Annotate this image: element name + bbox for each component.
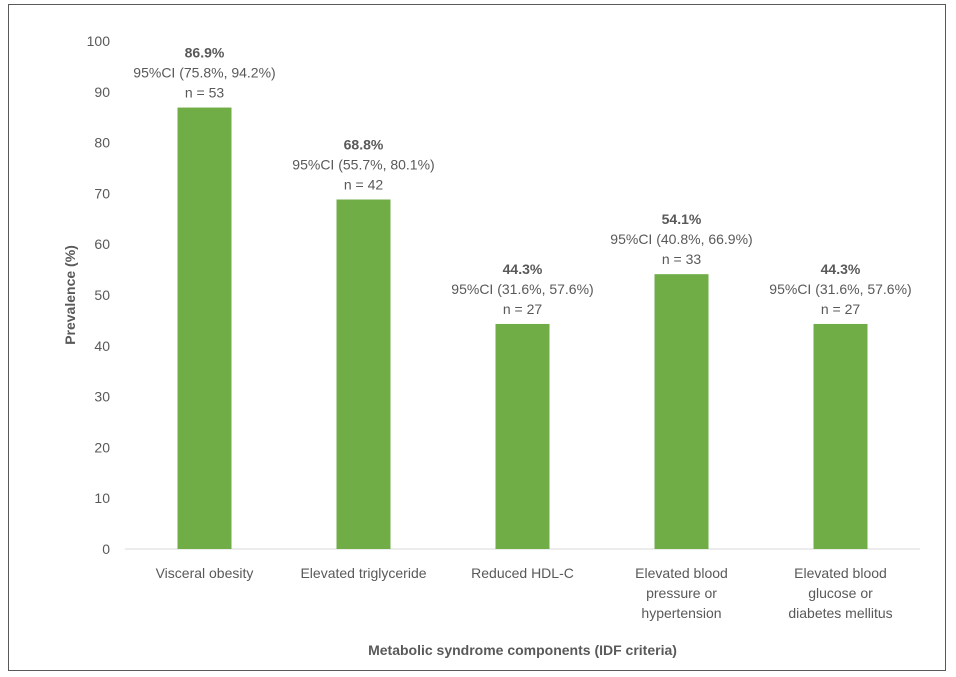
bar xyxy=(813,323,868,549)
bars xyxy=(177,107,868,549)
x-tick-label: Elevated blood xyxy=(794,565,887,581)
x-axis-title: Metabolic syndrome components (IDF crite… xyxy=(368,642,677,658)
data-label-n: n = 33 xyxy=(662,251,702,267)
y-tick-label: 20 xyxy=(94,439,110,455)
y-tick-label: 90 xyxy=(94,84,110,100)
y-tick-label: 40 xyxy=(94,338,110,354)
x-tick-label: Elevated blood xyxy=(635,565,728,581)
data-label-n: n = 27 xyxy=(821,301,861,317)
data-label-percent: 54.1% xyxy=(662,211,702,227)
x-axis-category-labels: Visceral obesity Elevated triglyceride Red… xyxy=(156,565,893,621)
x-tick-label: diabetes mellitus xyxy=(788,605,892,621)
data-label-percent: 44.3% xyxy=(503,261,543,277)
x-tick-label: Reduced HDL-C xyxy=(471,565,574,581)
y-tick-label: 50 xyxy=(94,287,110,303)
y-tick-label: 30 xyxy=(94,389,110,405)
x-tick-label: Elevated triglyceride xyxy=(300,565,426,581)
chart-frame xyxy=(8,4,946,671)
data-label-ci: 95%CI (31.6%, 57.6%) xyxy=(769,281,911,297)
y-tick-label: 100 xyxy=(87,33,111,49)
bar xyxy=(654,274,709,549)
data-label-percent: 68.8% xyxy=(344,136,384,152)
data-label-n: n = 53 xyxy=(185,85,225,101)
data-labels: 86.9% 95%CI (75.8%, 94.2%) n = 53 68.8% 95%C… xyxy=(133,45,911,317)
data-label-ci: 95%CI (40.8%, 66.9%) xyxy=(610,231,752,247)
y-tick-label: 70 xyxy=(94,185,110,201)
data-label-n: n = 42 xyxy=(344,176,384,192)
y-tick-label: 10 xyxy=(94,490,110,506)
data-label-n: n = 27 xyxy=(503,301,543,317)
x-tick-label: hypertension xyxy=(641,605,721,621)
data-label-ci: 95%CI (55.7%, 80.1%) xyxy=(292,156,434,172)
bar xyxy=(495,323,550,549)
y-tick-label: 0 xyxy=(102,541,110,557)
bar xyxy=(177,107,232,549)
data-label-percent: 44.3% xyxy=(821,261,861,277)
bar xyxy=(336,199,391,549)
x-tick-label: glucose or xyxy=(808,585,873,601)
y-axis-ticks: 0 10 20 30 40 50 60 70 80 90 100 xyxy=(87,33,111,557)
x-tick-label: Visceral obesity xyxy=(156,565,254,581)
data-label-ci: 95%CI (75.8%, 94.2%) xyxy=(133,65,275,81)
y-tick-label: 60 xyxy=(94,236,110,252)
x-tick-label: pressure or xyxy=(646,585,717,601)
data-label-percent: 86.9% xyxy=(185,45,225,61)
data-label-ci: 95%CI (31.6%, 57.6%) xyxy=(451,281,593,297)
y-axis-title: Prevalence (%) xyxy=(62,245,78,345)
y-tick-label: 80 xyxy=(94,135,110,151)
